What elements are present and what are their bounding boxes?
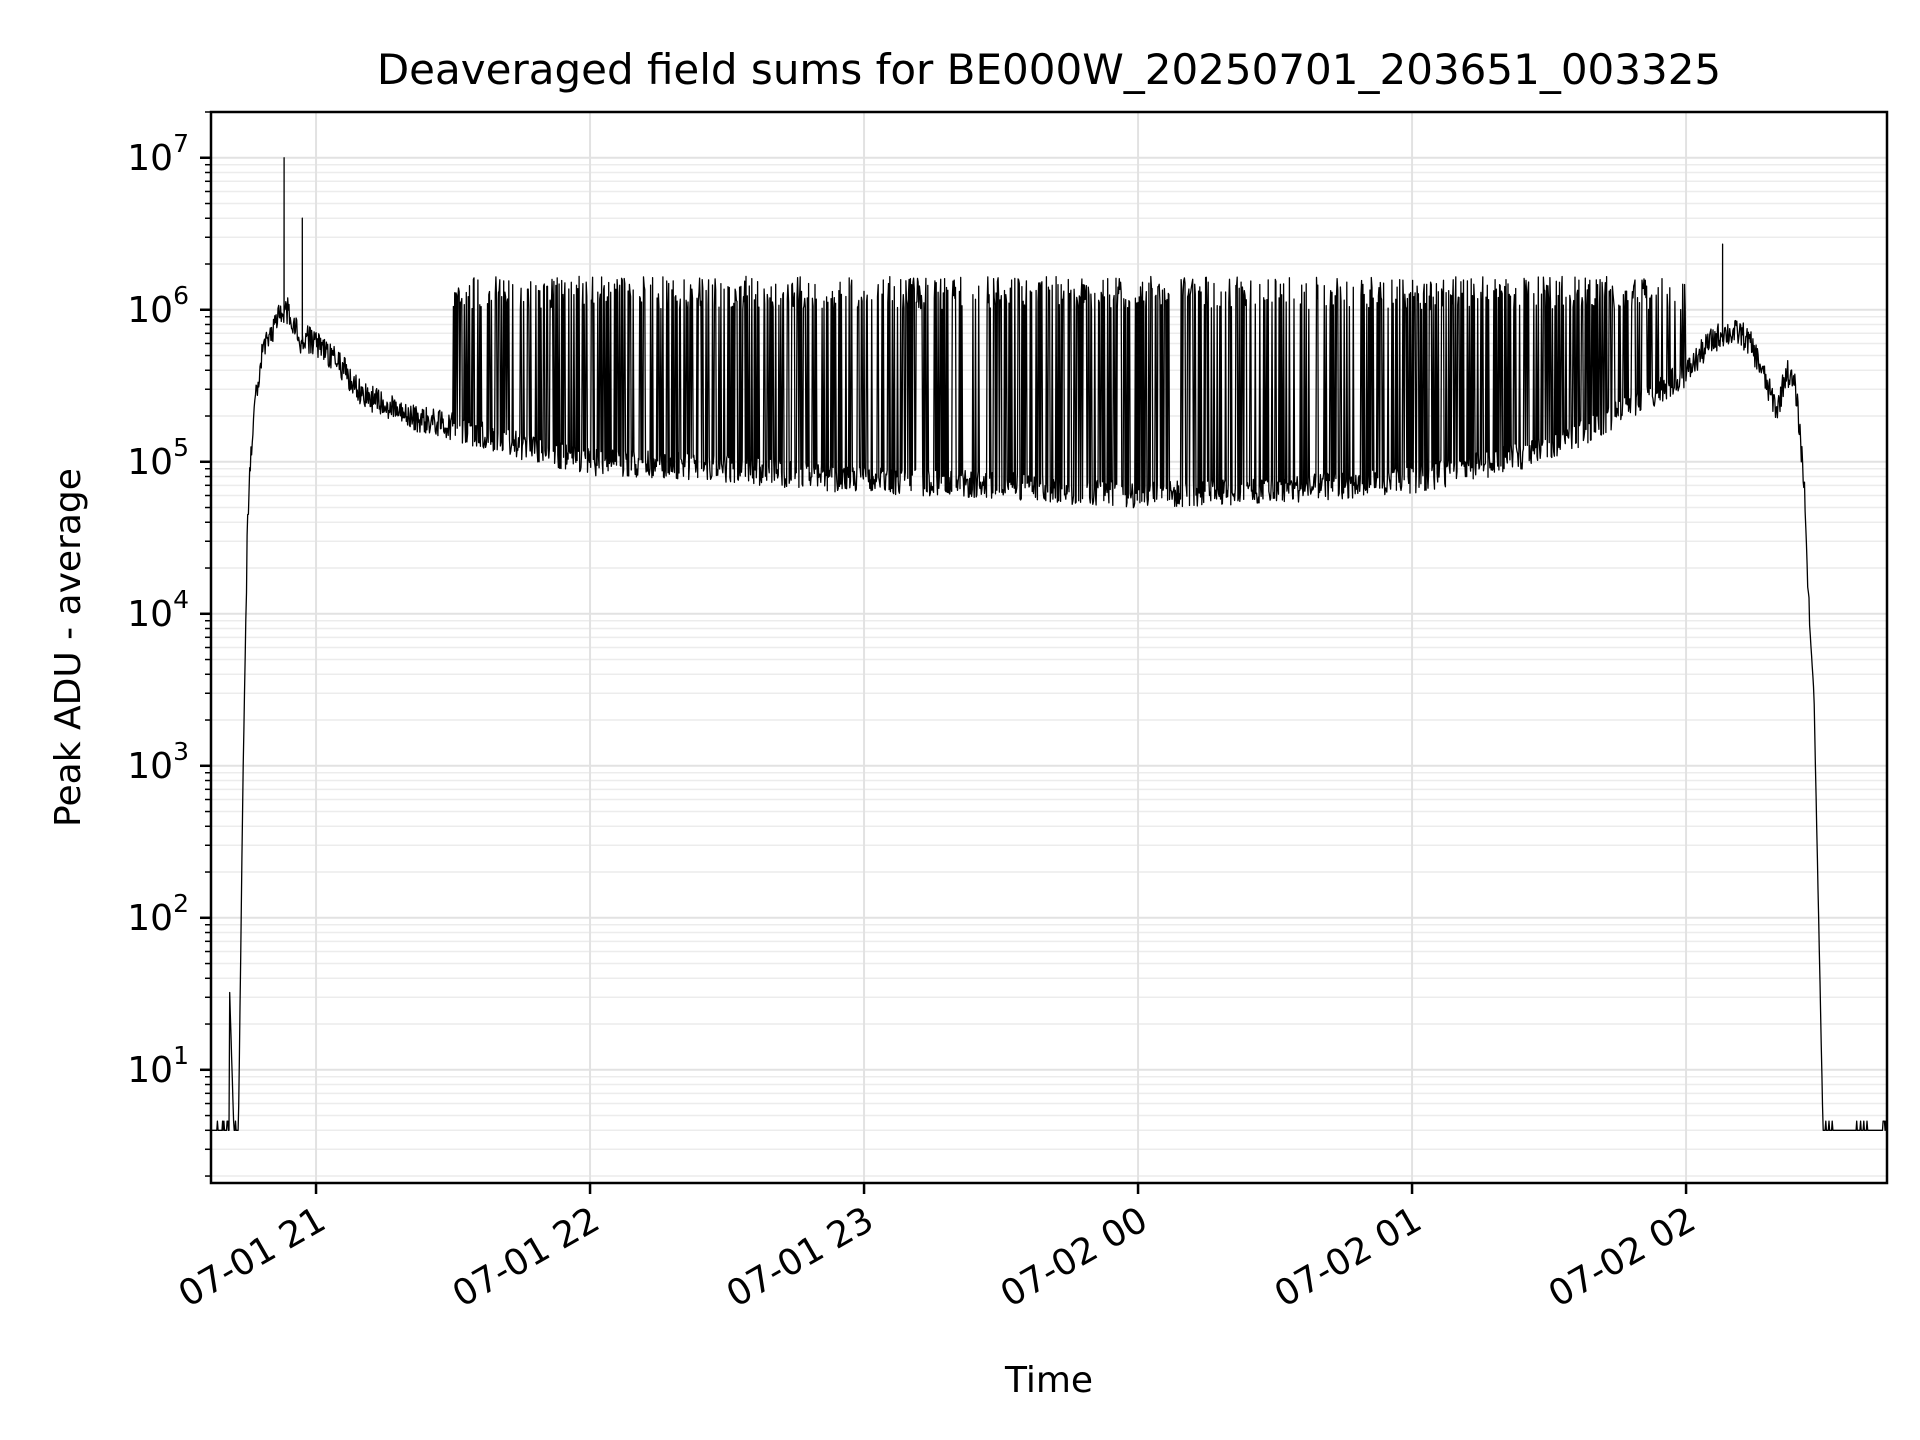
- grid-layer: [211, 111, 1887, 1183]
- y-tick-label-base: 10: [127, 1050, 173, 1091]
- y-tick-label-exponent: 3: [173, 737, 189, 766]
- y-tick-label: 101: [127, 1041, 189, 1091]
- y-tick-label: 106: [127, 281, 189, 331]
- y-tick-label-exponent: 1: [173, 1041, 189, 1070]
- y-tick-label: 102: [127, 889, 189, 939]
- y-tick-label-exponent: 4: [173, 585, 189, 614]
- y-tick-label-base: 10: [127, 442, 173, 483]
- y-tick-label-base: 10: [127, 138, 173, 179]
- y-tick-label-exponent: 7: [173, 129, 189, 158]
- y-tick-label-exponent: 2: [173, 889, 189, 918]
- y-axis-label: Peak ADU - average: [48, 468, 89, 827]
- series-line-peak-adu: [210, 157, 1888, 1131]
- series-layer: [210, 157, 1888, 1131]
- y-tick-label: 105: [127, 433, 189, 483]
- y-tick-label-base: 10: [127, 290, 173, 331]
- y-tick-label-base: 10: [127, 746, 173, 787]
- y-tick-label: 107: [127, 129, 189, 179]
- y-tick-label: 103: [127, 737, 189, 787]
- y-tick-label-exponent: 6: [173, 281, 189, 310]
- chart-title: Deaveraged field sums for BE000W_2025070…: [377, 45, 1721, 94]
- y-tick-label-base: 10: [127, 898, 173, 939]
- y-tick-label: 104: [127, 585, 189, 635]
- y-tick-label-base: 10: [127, 594, 173, 635]
- x-axis-label: Time: [1004, 1360, 1093, 1401]
- y-tick-label-exponent: 5: [173, 433, 189, 462]
